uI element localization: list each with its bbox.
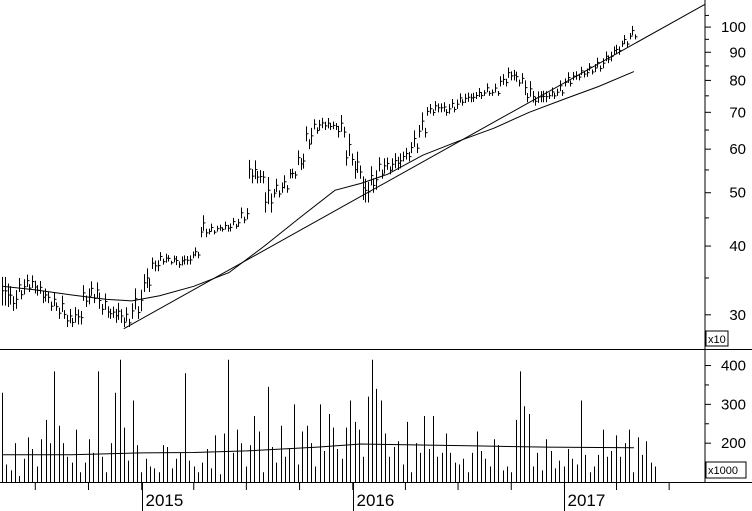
price-multiplier-frame — [705, 330, 729, 347]
volume-multiplier-frame — [705, 461, 747, 479]
year-tick-label: 2017 — [568, 491, 606, 510]
year-tick-label: 2016 — [357, 491, 395, 510]
volume-tick-label: 400 — [721, 358, 746, 375]
volume-axis: 200 300 400 — [705, 358, 746, 464]
volume-tick-label: 300 — [721, 396, 746, 413]
price-tick-label: 60 — [729, 141, 746, 158]
price-axis: 30 40 50 60 70 80 90 100 — [705, 14, 746, 332]
volume-tick-label: 200 — [721, 435, 746, 452]
chart-frame — [0, 0, 752, 483]
volume-multiplier-box: x1000 — [705, 461, 747, 479]
price-tick-label: 70 — [729, 104, 746, 121]
price-multiplier-box: x10 — [705, 330, 729, 347]
price-tick-label: 90 — [729, 44, 746, 61]
price-tick-label: 40 — [729, 238, 746, 255]
overlay-lines — [2, 3, 706, 330]
price-multiplier-label: x10 — [708, 334, 726, 346]
price-tick-label: 50 — [729, 185, 746, 202]
price-tick-label: 30 — [729, 307, 746, 324]
volume-multiplier-label: x1000 — [708, 465, 738, 477]
time-axis: 2015 2016 2017 — [34, 482, 670, 511]
trendline — [123, 3, 706, 330]
price-tick-label: 100 — [721, 19, 746, 36]
volume-average-line — [2, 443, 634, 456]
volume-bars — [2, 359, 656, 482]
year-tick-label: 2015 — [146, 491, 184, 510]
price-bars — [2, 25, 638, 328]
price-tick-label: 80 — [729, 72, 746, 89]
moving-average-line — [2, 71, 635, 302]
